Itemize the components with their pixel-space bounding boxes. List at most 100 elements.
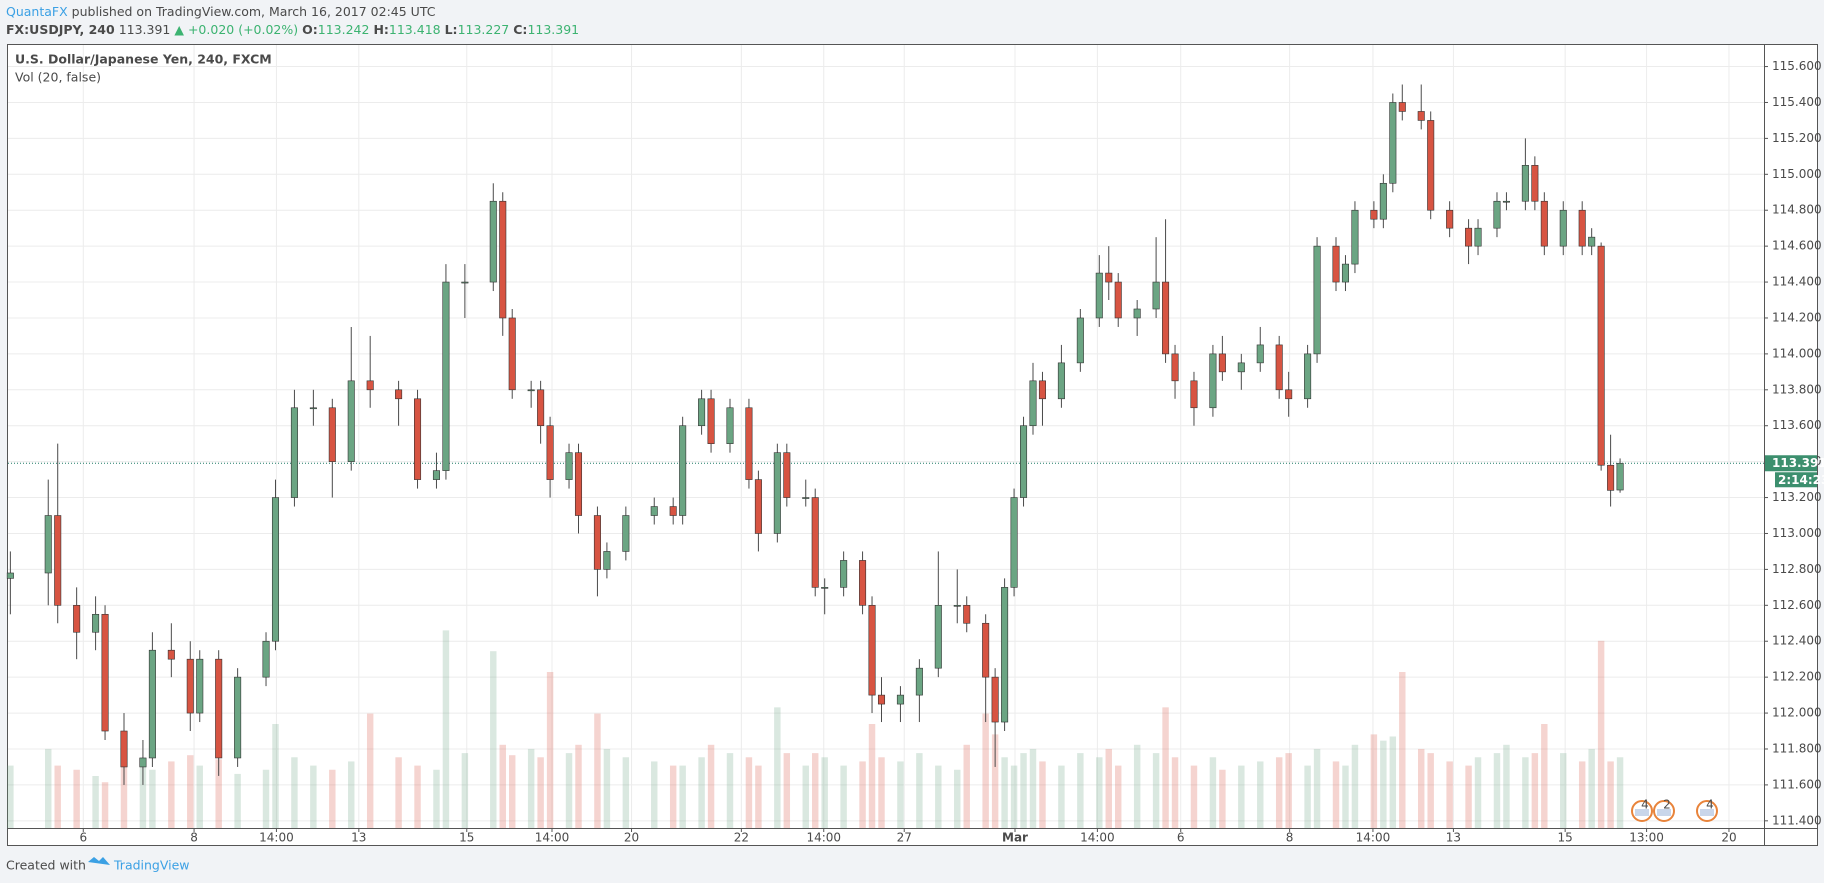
- volume-bar: [565, 753, 573, 828]
- y-tick-label: 114.200: [1772, 310, 1822, 324]
- y-tick-label: 111.800: [1772, 741, 1822, 755]
- candle-body: [754, 479, 762, 534]
- candle-body: [1379, 182, 1387, 220]
- author[interactable]: QuantaFX: [6, 4, 68, 19]
- candle-body: [679, 425, 687, 516]
- y-tick-label: 112.000: [1772, 706, 1822, 720]
- header-line-1: QuantaFX published on TradingView.com, M…: [6, 4, 436, 19]
- countdown-tag: [1775, 472, 1817, 488]
- candle-body: [1313, 245, 1321, 355]
- y-tick-label: 114.600: [1772, 239, 1822, 253]
- volume-bar: [783, 753, 791, 828]
- x-tick-label: 20: [624, 831, 639, 845]
- volume-bar: [651, 761, 658, 828]
- y-tick-label: 113.200: [1772, 490, 1822, 504]
- candle-body: [1304, 353, 1312, 400]
- x-tick-label: 13: [1446, 831, 1461, 845]
- x-tick-label: 13: [351, 831, 366, 845]
- volume-bar: [310, 765, 317, 828]
- volume-bar: [1275, 757, 1283, 828]
- candle-body: [139, 757, 147, 768]
- candle-body: [991, 676, 999, 723]
- footer-brand[interactable]: TradingView: [113, 858, 190, 873]
- volume-bar: [139, 765, 147, 828]
- candle-body: [489, 200, 497, 283]
- candle-body: [1029, 380, 1037, 427]
- volume-bar: [1503, 744, 1510, 828]
- x-tick-label: 6: [1177, 831, 1185, 845]
- candle-body: [148, 649, 156, 759]
- candle-body: [1057, 362, 1065, 400]
- candle-body: [527, 389, 535, 392]
- y-tick-label: 114.800: [1772, 203, 1822, 217]
- volume-bar: [527, 748, 535, 828]
- candle-body: [593, 515, 601, 570]
- volume-bar: [1351, 744, 1359, 828]
- candle-body: [1114, 281, 1122, 319]
- event-count: 2: [1663, 798, 1671, 812]
- candle-body: [802, 497, 810, 499]
- symbol: FX:USDJPY, 240: [6, 22, 115, 37]
- x-tick-label: 14:00: [1356, 831, 1391, 845]
- candle-body: [1559, 209, 1567, 247]
- volume-bar: [1152, 753, 1160, 828]
- event-flag: [1635, 809, 1649, 816]
- chart-frame: [7, 44, 1818, 846]
- y-tick-label: 115.000: [1772, 167, 1822, 181]
- y-tick-label: 115.400: [1772, 95, 1822, 109]
- candle-body: [366, 380, 374, 391]
- volume-bar: [329, 769, 336, 828]
- candle-body: [1285, 389, 1293, 400]
- candle-body: [1465, 227, 1473, 247]
- candle-body: [868, 605, 876, 696]
- candle-body: [859, 560, 867, 606]
- candle-body: [347, 380, 355, 462]
- candle-body: [546, 425, 554, 480]
- volume-bar: [707, 744, 715, 828]
- candle-body: [1020, 425, 1028, 498]
- y-tick-label: 112.600: [1772, 598, 1822, 612]
- volume-bar: [821, 757, 828, 828]
- candle-body: [290, 407, 298, 498]
- x-tick-label: 20: [1721, 831, 1736, 845]
- ohlc-key: H:: [373, 22, 388, 37]
- candle-body: [1218, 353, 1226, 373]
- volume-bar: [1389, 736, 1397, 828]
- candle-body: [1152, 281, 1160, 310]
- volume-bar: [1001, 757, 1008, 828]
- candle-body: [574, 452, 583, 516]
- ohlc-key: C:: [513, 22, 527, 37]
- candle-body: [1578, 209, 1586, 247]
- volume-bar: [1465, 765, 1472, 828]
- candle-body: [442, 281, 450, 471]
- candle-body: [1531, 165, 1539, 202]
- y-tick-label: 113.800: [1772, 382, 1822, 396]
- candle-body: [432, 470, 440, 480]
- volume-bar: [187, 755, 194, 828]
- candle-body: [215, 658, 223, 759]
- candle-body: [773, 452, 781, 534]
- volume-bar: [1446, 761, 1453, 828]
- volume-bar: [802, 765, 809, 828]
- volume-bar: [1190, 765, 1198, 828]
- volume-bar: [433, 769, 440, 828]
- x-tick-label: Mar: [1002, 831, 1028, 845]
- volume-bar: [7, 765, 14, 828]
- legend-title: U.S. Dollar/Japanese Yen, 240, FXCM: [15, 52, 272, 67]
- volume-bar: [1560, 753, 1567, 828]
- volume-bar: [745, 757, 753, 828]
- volume-bar: [1399, 672, 1406, 828]
- candle-body: [603, 551, 611, 570]
- volume-bar: [1096, 757, 1103, 828]
- volume-bar: [215, 759, 222, 828]
- volume-bar: [726, 753, 734, 828]
- volume-bar: [622, 757, 630, 828]
- ohlc-value: 113.391: [527, 22, 579, 37]
- y-tick-label: 113.000: [1772, 526, 1822, 540]
- candle-body: [1076, 317, 1084, 364]
- volume-bar: [442, 630, 450, 828]
- y-tick-label: 112.800: [1772, 562, 1822, 576]
- candle-body: [622, 515, 630, 552]
- candle-body: [1521, 165, 1529, 202]
- y-tick-label: 115.600: [1772, 59, 1822, 73]
